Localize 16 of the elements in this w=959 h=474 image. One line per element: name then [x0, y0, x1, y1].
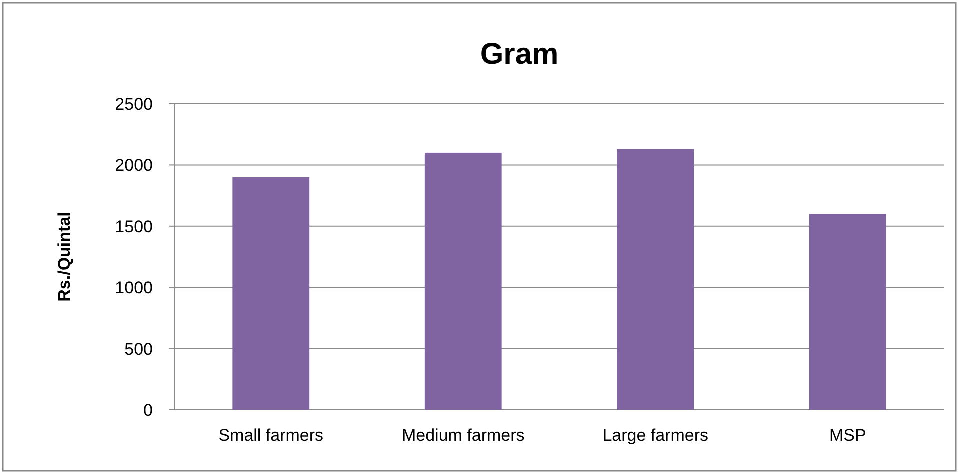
- y-tick-label: 500: [124, 340, 153, 359]
- y-tick-label: 2000: [115, 156, 153, 176]
- x-tick-label: MSP: [829, 426, 866, 445]
- x-tick-label: Medium farmers: [402, 426, 525, 445]
- y-tick-label: 1000: [115, 278, 153, 298]
- bar: [809, 214, 886, 410]
- chart-title: Gram: [480, 38, 559, 71]
- y-tick-label: 0: [144, 400, 153, 420]
- x-tick-label: Small farmers: [218, 426, 324, 445]
- bar: [617, 149, 694, 410]
- bar: [424, 152, 502, 410]
- y-tick-label: 1500: [115, 217, 153, 236]
- x-tick-label: Large farmers: [602, 426, 709, 445]
- y-tick-label: 2500: [115, 94, 153, 114]
- bar: [232, 177, 310, 410]
- y-axis-title: Rs./Quintal: [55, 212, 74, 302]
